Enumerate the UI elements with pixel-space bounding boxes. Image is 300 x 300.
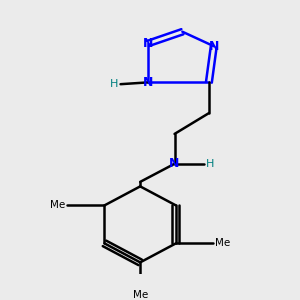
Text: Me: Me xyxy=(215,238,230,248)
Text: N: N xyxy=(143,76,153,89)
Text: Me: Me xyxy=(50,200,65,210)
Text: Me: Me xyxy=(133,290,148,299)
Text: H: H xyxy=(206,159,214,169)
Text: N: N xyxy=(208,40,219,53)
Text: N: N xyxy=(143,37,153,50)
Text: H: H xyxy=(110,79,118,89)
Text: N: N xyxy=(169,157,180,170)
